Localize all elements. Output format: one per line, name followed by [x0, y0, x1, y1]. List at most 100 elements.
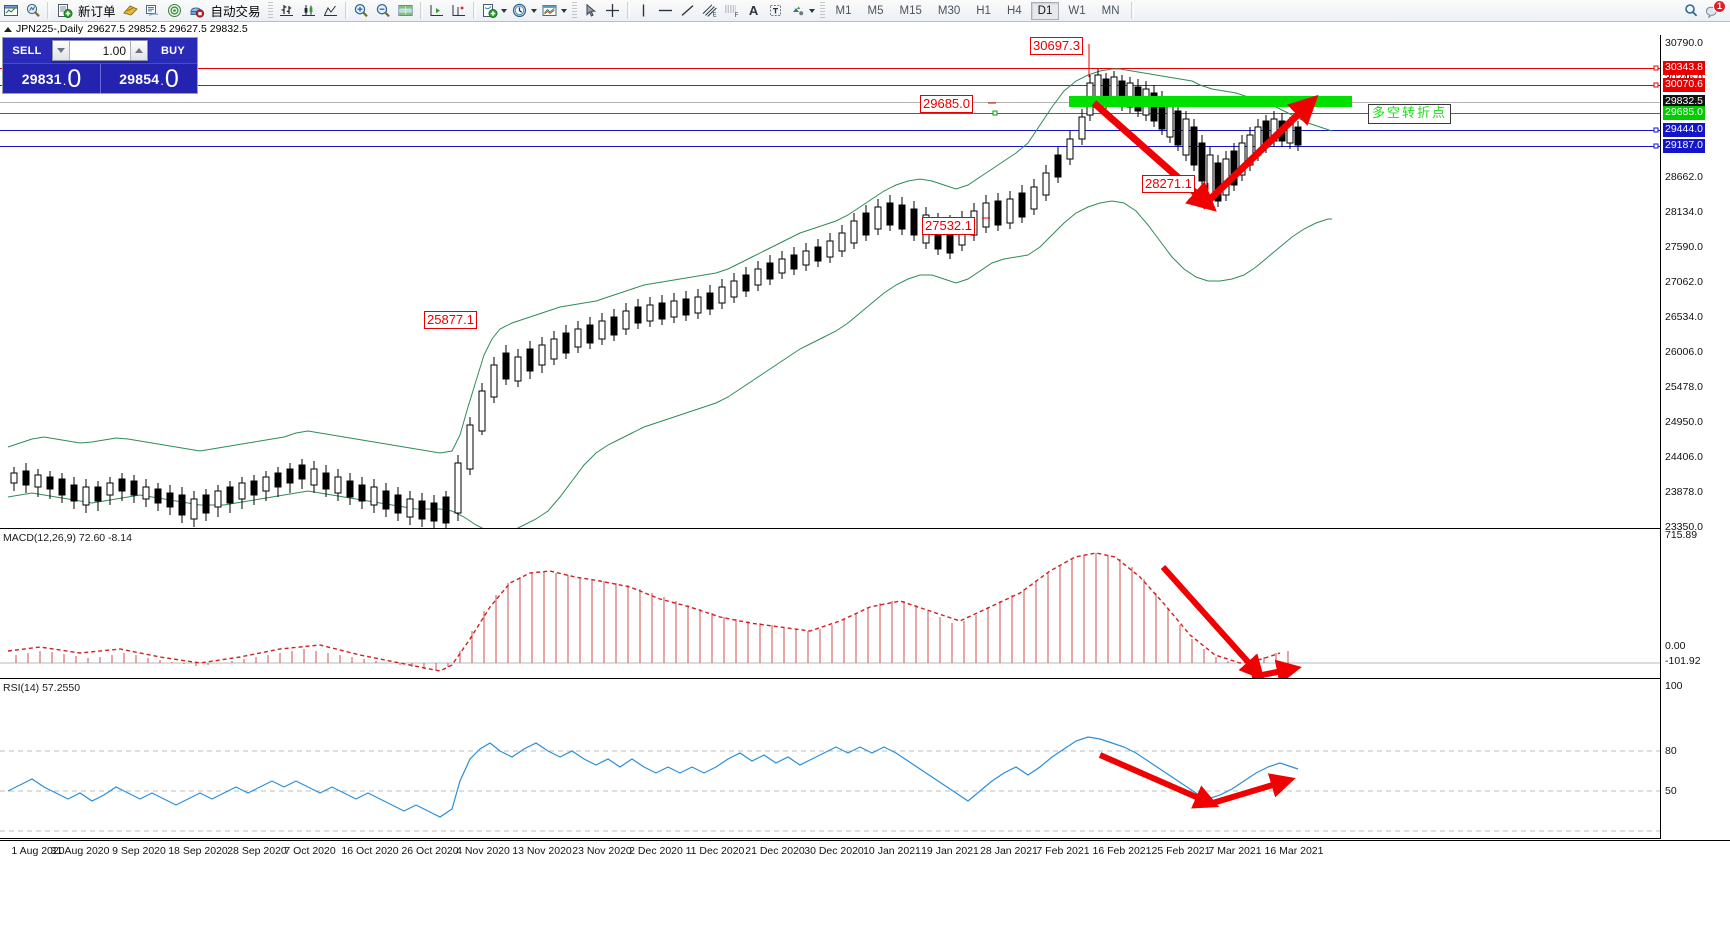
chart-window-icon[interactable]	[1, 1, 21, 21]
candlestick-chart-icon[interactable]	[299, 1, 319, 21]
macd-pane[interactable]: MACD(12,26,9) 72.60 -8.14	[0, 531, 1660, 679]
autotrading-icon[interactable]	[187, 1, 207, 21]
price-tick: 26534.0	[1665, 311, 1703, 323]
toolbar-separator-5	[626, 2, 630, 19]
toolbar-grip[interactable]	[267, 2, 273, 19]
date-axis[interactable]: 1 Aug 2020 31 Aug 2020 9 Sep 2020 18 Sep…	[0, 840, 1730, 876]
line-chart-icon[interactable]	[321, 1, 341, 21]
toolbar-grip-3[interactable]	[819, 2, 825, 19]
tf-m30[interactable]: M30	[937, 4, 961, 17]
zoom-in-icon[interactable]	[352, 1, 372, 21]
price-label-29444[interactable]: 29444.0	[1663, 123, 1705, 137]
level-handle-red-2[interactable]	[1653, 82, 1659, 88]
period-dropdown-caret[interactable]	[530, 2, 539, 20]
chart-plot-region[interactable]: 30697.3 29685.0 28271.1 27532.1 25877.1 …	[0, 35, 1730, 919]
tf-h4[interactable]: H4	[1006, 4, 1022, 17]
level-line-blue-2[interactable]	[0, 146, 1660, 147]
indicators-dropdown-caret[interactable]	[500, 2, 509, 20]
tf-d1[interactable]: D1	[1030, 1, 1060, 20]
tf-m1[interactable]: M1	[835, 4, 852, 17]
grid-icon[interactable]	[396, 1, 416, 21]
price-tag-29685[interactable]: 29685.0	[920, 95, 973, 113]
date-tick: 30 Dec 2020	[804, 845, 864, 857]
price-label-29187[interactable]: 29187.0	[1663, 139, 1705, 153]
text-label-icon[interactable]: A	[748, 3, 759, 18]
period-icon[interactable]	[510, 1, 530, 21]
one-click-trading-panel[interactable]: SELL 1.00 BUY 29831 . 0 29854 . 0	[2, 37, 198, 94]
price-label-30343[interactable]: 30343.8	[1663, 61, 1705, 75]
level-line-red-2[interactable]	[0, 85, 1660, 86]
collapse-triangle-icon[interactable]	[4, 26, 12, 32]
level-line-gray[interactable]	[0, 102, 1660, 103]
tf-m5[interactable]: M5	[867, 4, 884, 17]
auto-scroll-icon[interactable]	[449, 1, 469, 21]
level-handle-blue-2[interactable]	[1653, 143, 1659, 149]
date-tick: 19 Jan 2021	[921, 845, 979, 857]
support-zone-highlight[interactable]	[1069, 96, 1352, 107]
candles-and-bands-layer	[7, 68, 1333, 528]
rsi-pane[interactable]: RSI(14) 57.2550	[0, 681, 1660, 839]
equidistant-channel-icon[interactable]: E	[700, 1, 720, 21]
tf-h1[interactable]: H1	[976, 4, 991, 17]
magnifier-chart-icon[interactable]	[23, 1, 43, 21]
level-handle-red-1[interactable]	[1653, 65, 1659, 71]
tf-w1[interactable]: W1	[1068, 4, 1086, 17]
indicators-icon[interactable]	[480, 1, 500, 21]
horizontal-line-icon[interactable]	[656, 1, 676, 21]
tf-mn[interactable]: MN	[1101, 4, 1120, 17]
templates-icon[interactable]	[540, 1, 560, 21]
search-icon[interactable]	[1681, 1, 1701, 21]
rsi-tick: 50	[1665, 785, 1677, 797]
price-label-29685[interactable]: 29685.0	[1663, 106, 1705, 120]
autotrading-button[interactable]: 自动交易	[210, 4, 261, 19]
volume-input[interactable]: 1.00	[70, 41, 130, 60]
expert-advisor-icon[interactable]	[121, 1, 141, 21]
buy-button[interactable]: BUY	[149, 38, 197, 63]
toolbar-separator-3	[419, 2, 423, 19]
sell-price[interactable]: 29831 . 0	[3, 63, 100, 93]
templates-dropdown-caret[interactable]	[560, 2, 569, 20]
candlestick-series	[10, 69, 1302, 528]
tf-m15[interactable]: M15	[899, 4, 922, 17]
price-label-last-29832[interactable]: 29832.5	[1663, 95, 1705, 109]
macd-tick: 715.89	[1665, 529, 1698, 541]
sell-button[interactable]: SELL	[3, 38, 51, 63]
text-icon[interactable]	[766, 1, 786, 21]
price-tag-27532[interactable]: 27532.1	[922, 217, 975, 235]
price-label-30070[interactable]: 30070.6	[1663, 78, 1705, 92]
level-line-red-1[interactable]	[0, 68, 1660, 69]
price-tag-25877[interactable]: 25877.1	[424, 311, 477, 329]
volume-stepper[interactable]: 1.00	[52, 40, 148, 61]
toolbar-separator	[47, 2, 50, 19]
objects-dropdown-caret[interactable]	[808, 2, 817, 20]
buy-price[interactable]: 29854 . 0	[100, 63, 197, 93]
objects-icon[interactable]	[788, 1, 808, 21]
level-line-green[interactable]	[0, 113, 1660, 114]
alerts-icon[interactable]: 1	[1703, 0, 1726, 21]
crosshair-icon[interactable]	[603, 1, 623, 21]
level-handle-green[interactable]	[992, 110, 998, 116]
shift-end-icon[interactable]	[427, 1, 447, 21]
level-line-blue-1[interactable]	[0, 130, 1660, 131]
volume-increment-button[interactable]	[130, 41, 147, 60]
price-tag-28271[interactable]: 28271.1	[1142, 175, 1195, 193]
fibonacci-icon[interactable]: F	[722, 1, 742, 21]
price-pane[interactable]: 30697.3 29685.0 28271.1 27532.1 25877.1 …	[0, 35, 1660, 529]
price-axis[interactable]: 30790.0 28662.0 28134.0 27590.0 27062.0 …	[1660, 35, 1730, 839]
bar-chart-icon[interactable]	[277, 1, 297, 21]
date-tick: 7 Feb 2021	[1036, 845, 1090, 857]
trendline-icon[interactable]	[678, 1, 698, 21]
toolbar-grip-2[interactable]	[571, 2, 577, 19]
level-handle-blue-1[interactable]	[1653, 127, 1659, 133]
turning-point-note[interactable]: 多空转折点	[1368, 104, 1452, 124]
new-order-button[interactable]: 新订单	[78, 4, 116, 19]
vertical-line-icon[interactable]	[634, 1, 654, 21]
cursor-icon[interactable]	[581, 1, 601, 21]
price-tag-30697[interactable]: 30697.3	[1030, 37, 1083, 55]
zoom-out-icon[interactable]	[374, 1, 394, 21]
data-window-icon[interactable]	[143, 1, 163, 21]
new-order-icon[interactable]	[54, 1, 74, 21]
volume-decrement-button[interactable]	[53, 41, 70, 60]
date-tick: 7 Mar 2021	[1208, 845, 1262, 857]
signals-icon[interactable]	[165, 1, 185, 21]
